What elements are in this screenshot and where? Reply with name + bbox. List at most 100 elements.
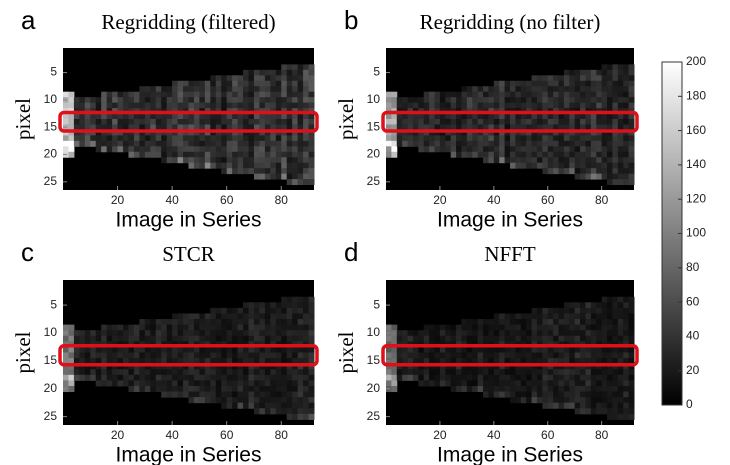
- heatmap-cell: [117, 146, 124, 153]
- heatmap-cell: [281, 296, 288, 303]
- heatmap-cell: [499, 119, 506, 125]
- heatmap-cell: [188, 374, 195, 381]
- heatmap-cell: [308, 385, 315, 393]
- heatmap-cell: [386, 352, 392, 359]
- heatmap-cell: [558, 135, 565, 142]
- heatmap-cell: [297, 69, 304, 76]
- heatmap-cell: [275, 391, 282, 398]
- heatmap-cell: [402, 369, 409, 376]
- heatmap-cell: [275, 146, 282, 153]
- heatmap-cell: [558, 151, 565, 158]
- heatmap-cell: [412, 346, 419, 353]
- heatmap-cell: [221, 135, 228, 142]
- heatmap-cell: [596, 302, 603, 309]
- heatmap-cell: [193, 346, 200, 353]
- heatmap-cell: [275, 91, 282, 98]
- heatmap-cell: [563, 380, 570, 387]
- heatmap-cell: [259, 380, 266, 387]
- heatmap-cell: [297, 313, 304, 320]
- heatmap-cell: [461, 113, 468, 120]
- heatmap-cell: [439, 91, 446, 98]
- heatmap-cell: [590, 369, 597, 376]
- heatmap-cell: [542, 157, 549, 164]
- heatmap-cell: [210, 358, 217, 365]
- heatmap-cell: [253, 330, 260, 337]
- heatmap-cell: [483, 374, 489, 381]
- heatmap-cell: [574, 173, 581, 180]
- heatmap-cell: [144, 358, 151, 365]
- heatmap-cell: [612, 335, 619, 342]
- heatmap-cell: [574, 135, 581, 142]
- heatmap-cell: [423, 140, 430, 147]
- heatmap-cell: [128, 324, 135, 331]
- heatmap-cell: [221, 358, 228, 365]
- heatmap-cell: [226, 335, 233, 342]
- heatmap-cell: [483, 151, 489, 158]
- heatmap-cell: [434, 330, 441, 337]
- heatmap-cell: [585, 363, 592, 370]
- heatmap-cell: [563, 313, 570, 320]
- heatmap-cell: [558, 102, 565, 109]
- heatmap-cell: [520, 140, 527, 147]
- heatmap-cell: [623, 346, 630, 353]
- heatmap-cell: [628, 162, 635, 169]
- heatmap-cell: [308, 80, 315, 87]
- heatmap-cell: [558, 369, 565, 376]
- heatmap-cell: [275, 380, 282, 387]
- heatmap-cell: [493, 374, 500, 381]
- heatmap-cell: [434, 380, 441, 387]
- heatmap-cell: [466, 319, 473, 326]
- heatmap-cell: [297, 385, 304, 393]
- heatmap-cell: [445, 352, 452, 359]
- heatmap-cell: [259, 157, 266, 164]
- heatmap-cell: [536, 75, 543, 82]
- heatmap-cell: [210, 335, 217, 342]
- heatmap-cell: [563, 102, 570, 109]
- heatmap-cell: [139, 113, 146, 120]
- heatmap-cell: [536, 102, 543, 109]
- heatmap-cell: [243, 135, 250, 142]
- heatmap-cell: [563, 75, 570, 82]
- heatmap-cell: [472, 352, 479, 359]
- heatmap-cell: [248, 80, 255, 87]
- heatmap-cell: [68, 119, 75, 125]
- y-axis-label: pixel: [334, 98, 358, 140]
- heatmap-cell: [483, 346, 489, 353]
- heatmap-cell: [515, 124, 522, 131]
- heatmap-cell: [429, 102, 436, 109]
- heatmap-cell: [553, 330, 560, 337]
- heatmap-cell: [112, 330, 119, 337]
- heatmap-cell: [243, 346, 250, 353]
- heatmap-cell: [248, 397, 255, 404]
- heatmap-cell: [499, 380, 506, 387]
- heatmap-cell: [558, 124, 565, 131]
- heatmap-cell: [264, 369, 271, 376]
- heatmap-cell: [472, 97, 479, 104]
- heatmap-cell: [144, 119, 151, 125]
- heatmap-cell: [259, 113, 266, 120]
- heatmap-cell: [286, 64, 293, 71]
- heatmap-cell: [445, 363, 452, 370]
- heatmap-cell: [68, 385, 75, 393]
- heatmap-cell: [308, 313, 315, 320]
- heatmap-cell: [188, 319, 195, 326]
- heatmap-cell: [547, 358, 554, 365]
- heatmap-cell: [418, 146, 425, 153]
- heatmap-cell: [150, 140, 157, 147]
- heatmap-cell: [73, 129, 80, 136]
- heatmap-cell: [281, 91, 288, 98]
- heatmap-cell: [450, 346, 457, 353]
- heatmap-cell: [558, 363, 565, 370]
- heatmap-cell: [292, 157, 299, 164]
- heatmap-cell: [303, 369, 310, 376]
- heatmap-cell: [286, 380, 293, 387]
- heatmap-cell: [461, 146, 468, 153]
- heatmap-cell: [144, 140, 151, 147]
- heatmap-cell: [580, 102, 586, 109]
- heatmap-cell: [106, 91, 113, 98]
- heatmap-cell: [617, 151, 624, 158]
- colorbar-tick-label: 0: [686, 397, 693, 411]
- heatmap-cell: [396, 330, 403, 337]
- heatmap-cell: [297, 296, 304, 303]
- heatmap-cell: [520, 330, 527, 337]
